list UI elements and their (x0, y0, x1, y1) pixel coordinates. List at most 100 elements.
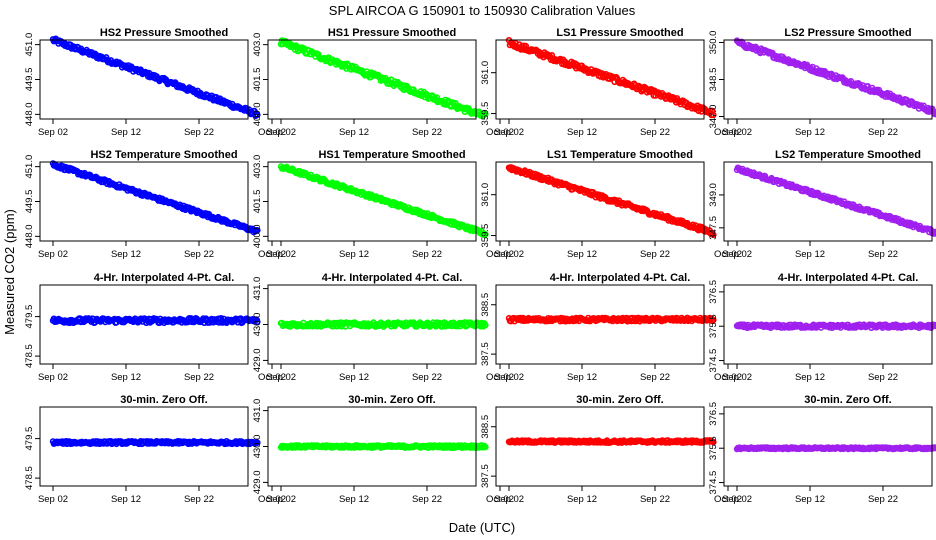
panel-title: LS2 Temperature Smoothed (775, 149, 921, 161)
y-tick-label: 429.0 (252, 471, 263, 495)
panel-title: HS2 Temperature Smoothed (90, 149, 237, 161)
data-series (277, 163, 489, 239)
chart-panel: LS1 Temperature Smoothed Sep 02 Sep 12 Sep … (480, 149, 742, 260)
data-series (277, 37, 489, 119)
x-tick-label: Sep 12 (111, 494, 141, 505)
x-tick-label: Sep 22 (868, 249, 898, 260)
y-tick-label: 479.5 (24, 305, 35, 329)
panel-title: 30-min. Zero Off. (120, 394, 207, 406)
x-tick-label: Sep 02 (266, 127, 296, 138)
data-series (49, 438, 261, 448)
x-tick-label: Sep 12 (567, 249, 597, 260)
plot-frame (39, 39, 249, 120)
x-tick-label: Sep 22 (412, 127, 442, 138)
figure-title: SPL AIRCOA G 150901 to 150930 Calibratio… (329, 3, 636, 18)
x-tick-label: Sep 02 (38, 372, 68, 383)
x-tick-label: Sep 02 (722, 127, 752, 138)
x-tick-label: Sep 12 (795, 249, 825, 260)
chart-panel: 4-Hr. Interpolated 4-Pt. Cal. Sep 02 Sep 1… (252, 272, 514, 383)
data-series (733, 37, 936, 118)
x-tick-label: Sep 22 (640, 249, 670, 260)
panel-title: LS1 Temperature Smoothed (547, 149, 693, 161)
panel-grid: HS2 Pressure Smoothed Sep 02 Sep 12 Sep 22 O… (24, 27, 936, 505)
x-tick-label: Oct 02 (714, 127, 742, 138)
chart-panel: HS1 Pressure Smoothed Sep 02 Sep 12 Sep 22 O… (252, 27, 514, 138)
x-tick-label: Sep 12 (111, 127, 141, 138)
x-tick-label: Sep 02 (266, 249, 296, 260)
y-tick-label: 403.0 (252, 33, 263, 57)
y-tick-label: 375.5 (708, 314, 719, 338)
chart-panel: LS2 Temperature Smoothed Sep 02 Sep 12 Sep … (708, 149, 936, 260)
panel-title: LS1 Pressure Smoothed (556, 27, 683, 39)
x-tick-label: Sep 22 (868, 372, 898, 383)
x-tick-label: Sep 12 (339, 372, 369, 383)
y-axis-label: Measured CO2 (ppm) (2, 209, 17, 335)
panel-title: LS2 Pressure Smoothed (784, 27, 911, 39)
chart-panel: 4-Hr. Interpolated 4-Pt. Cal. Sep 02 Sep 1… (708, 272, 936, 383)
x-tick-label: Oct 02 (714, 249, 742, 260)
panel-title: 30-min. Zero Off. (804, 394, 891, 406)
y-tick-label: 375.5 (708, 436, 719, 460)
x-tick-label: Sep 12 (111, 372, 141, 383)
y-tick-label: 374.5 (708, 349, 719, 373)
x-tick-label: Sep 02 (722, 249, 752, 260)
y-tick-label: 448.0 (24, 224, 35, 248)
panel-title: 4-Hr. Interpolated 4-Pt. Cal. (550, 272, 691, 284)
data-point (482, 231, 489, 238)
panel-title: HS1 Temperature Smoothed (318, 149, 465, 161)
data-series (49, 315, 261, 327)
y-tick-label: 431.0 (252, 399, 263, 423)
panel-title: 30-min. Zero Off. (348, 394, 435, 406)
y-tick-label: 430.0 (252, 435, 263, 459)
x-tick-label: Sep 12 (339, 127, 369, 138)
y-tick-label: 401.5 (252, 190, 263, 214)
data-series (505, 437, 717, 446)
panel-title: 30-min. Zero Off. (576, 394, 663, 406)
y-tick-label: 347.0 (708, 105, 719, 129)
data-series (277, 442, 489, 451)
x-tick-label: Sep 02 (494, 249, 524, 260)
data-point (710, 231, 717, 239)
data-series (277, 319, 489, 330)
y-tick-label: 348.5 (708, 68, 719, 92)
x-tick-label: Sep 02 (266, 494, 296, 505)
y-tick-label: 374.5 (708, 471, 719, 495)
y-tick-label: 401.5 (252, 68, 263, 92)
x-tick-label: Sep 02 (266, 372, 296, 383)
x-tick-label: Sep 22 (412, 249, 442, 260)
panel-title: 4-Hr. Interpolated 4-Pt. Cal. (94, 272, 235, 284)
y-tick-label: 430.0 (252, 313, 263, 337)
chart-panel: LS1 Pressure Smoothed Sep 02 Sep 12 Sep 22 O… (480, 27, 742, 138)
y-tick-label: 359.5 (480, 224, 491, 248)
data-point (934, 111, 936, 117)
plot-frame (723, 161, 933, 242)
x-tick-label: Sep 12 (339, 249, 369, 260)
y-tick-label: 478.5 (24, 344, 35, 368)
data-series (733, 444, 936, 453)
x-tick-label: Sep 02 (494, 127, 524, 138)
x-tick-label: Sep 02 (494, 494, 524, 505)
data-point (254, 227, 261, 234)
x-tick-label: Sep 12 (795, 372, 825, 383)
x-tick-label: Sep 22 (184, 127, 214, 138)
x-tick-label: Sep 12 (339, 494, 369, 505)
y-tick-label: 479.5 (24, 427, 35, 451)
panel-title: 4-Hr. Interpolated 4-Pt. Cal. (322, 272, 463, 284)
y-tick-label: 387.5 (480, 464, 491, 488)
data-point (482, 110, 489, 118)
x-tick-label: Sep 12 (795, 127, 825, 138)
data-series (733, 164, 936, 238)
plot-frame (495, 39, 705, 120)
x-tick-label: Sep 22 (184, 249, 214, 260)
x-tick-label: Sep 12 (567, 372, 597, 383)
x-tick-label: Sep 22 (640, 494, 670, 505)
x-axis-label: Date (UTC) (449, 520, 515, 535)
y-tick-label: 350.0 (708, 31, 719, 55)
data-series (505, 164, 717, 239)
x-tick-label: Sep 12 (795, 494, 825, 505)
x-tick-label: Sep 12 (111, 249, 141, 260)
y-tick-label: 451.0 (24, 155, 35, 179)
data-series (733, 321, 936, 332)
